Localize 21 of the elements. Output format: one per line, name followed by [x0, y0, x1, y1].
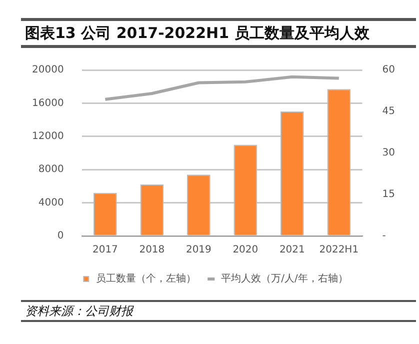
y-tick-label: 4000	[38, 197, 64, 208]
x-tick-label: 2019	[186, 244, 212, 256]
y-tick-label: 8000	[38, 164, 64, 176]
x-tick-label: 2018	[139, 244, 165, 256]
x-tick-label: 2021	[279, 244, 305, 256]
y2-tick-label: 15	[382, 189, 396, 200]
y2-tick-label: 60	[382, 64, 396, 76]
y2-tick-label: 45	[382, 106, 396, 118]
y2-tick-label: 30	[382, 148, 396, 159]
x-tick-label: 2020	[232, 244, 258, 256]
text: 资料来源：公司财报	[21, 300, 416, 322]
y-tick-label: 0	[57, 230, 64, 242]
y2-tick-label: -	[382, 230, 386, 242]
y-tick-label: 16000	[32, 98, 64, 109]
x-tick-label: 2017	[92, 244, 118, 256]
y-tick-label: 20000	[32, 64, 64, 76]
x-tick-label: 2022H1	[319, 244, 359, 256]
legend-label: 员工数量（个，左轴）	[96, 272, 196, 285]
chart-title: 图表13 公司 2017-2022H1 员工数量及平均人效	[21, 18, 416, 48]
y-tick-label: 12000	[32, 130, 64, 142]
legend-label: 平均人效（万/人/年，右轴）	[221, 272, 348, 285]
